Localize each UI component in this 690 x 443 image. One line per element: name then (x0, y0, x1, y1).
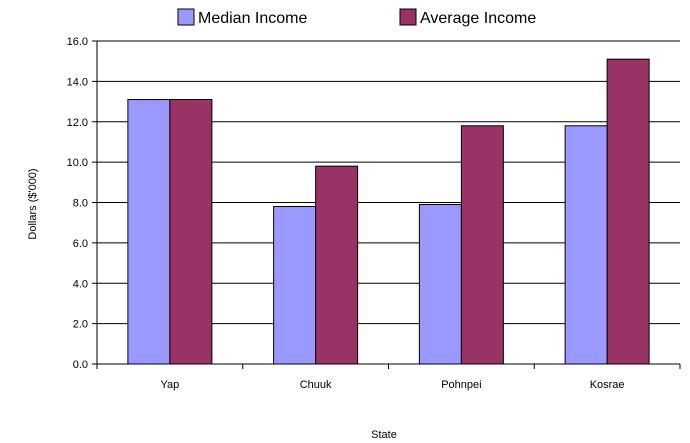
y-tick-label: 12.0 (67, 117, 88, 129)
y-tick-label: 0.0 (73, 359, 88, 371)
x-axis-title: State (371, 429, 397, 441)
legend-label-median: Median Income (198, 10, 307, 27)
y-axis-title: Dollars ($'000) (27, 168, 39, 239)
y-tick-label: 8.0 (73, 198, 88, 210)
y-tick-label: 14.0 (67, 76, 88, 88)
y-tick-labels: 0.0 2.0 4.0 6.0 8.0 10.0 12.0 14.0 16.0 (67, 36, 88, 371)
bar-average-income-pohnpei (460, 125, 504, 365)
x-tick-label-yap: Yap (160, 379, 179, 391)
bar-average-income-yap (169, 99, 213, 365)
y-tick-label: 10.0 (67, 157, 88, 169)
legend: Median Income Average Income (177, 8, 536, 27)
x-tick-label-kosrae: Kosrae (590, 379, 625, 391)
bar-median-income-pohnpei (418, 204, 462, 365)
legend-label-average: Average Income (420, 10, 536, 27)
bar-median-income-kosrae (564, 125, 608, 365)
y-tick-label: 2.0 (73, 319, 88, 331)
bars (127, 58, 650, 365)
legend-swatch-average (399, 8, 417, 26)
x-tick-label-chuuk: Chuuk (300, 379, 332, 391)
legend-swatch-median (177, 8, 195, 26)
y-tick-label: 6.0 (73, 238, 88, 250)
bar-median-income-yap (127, 99, 171, 365)
bar-average-income-kosrae (606, 58, 650, 365)
y-tick-label: 16.0 (67, 36, 88, 48)
bar-average-income-chuuk (315, 165, 359, 365)
y-tick-label: 4.0 (73, 278, 88, 290)
x-tick-labels: Yap Chuuk Pohnpei Kosrae (160, 379, 624, 391)
x-tick-label-pohnpei: Pohnpei (441, 379, 481, 391)
bar-median-income-chuuk (273, 206, 317, 365)
axes (92, 40, 681, 369)
